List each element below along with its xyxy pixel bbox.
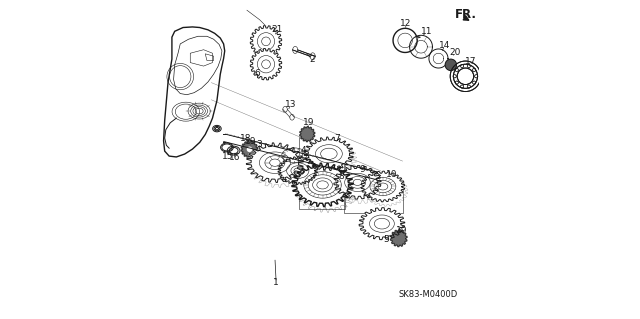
Polygon shape (359, 208, 404, 240)
Text: 18: 18 (239, 134, 251, 143)
Circle shape (246, 146, 252, 152)
Text: 17: 17 (465, 57, 477, 66)
Polygon shape (283, 109, 294, 117)
Text: 20: 20 (449, 48, 460, 57)
Polygon shape (300, 126, 315, 142)
Text: 9: 9 (360, 165, 365, 174)
Text: 6: 6 (255, 69, 260, 78)
Text: 19: 19 (396, 226, 407, 234)
Polygon shape (250, 48, 282, 80)
Polygon shape (361, 171, 404, 202)
Text: 19: 19 (245, 137, 257, 145)
Text: 8: 8 (339, 172, 344, 181)
Text: 19: 19 (303, 118, 314, 128)
Text: 11: 11 (420, 27, 432, 36)
Polygon shape (304, 137, 354, 171)
Polygon shape (278, 157, 317, 184)
Text: 3: 3 (257, 140, 262, 149)
Text: 13: 13 (285, 100, 296, 109)
Polygon shape (292, 50, 316, 56)
Text: 2: 2 (309, 55, 314, 64)
Text: SK83-M0400D: SK83-M0400D (399, 290, 458, 299)
Text: 1: 1 (273, 278, 279, 287)
Text: 14: 14 (439, 41, 451, 50)
Text: 7: 7 (335, 134, 340, 143)
Circle shape (445, 59, 456, 70)
Circle shape (450, 61, 481, 92)
Text: 21: 21 (271, 26, 283, 34)
Polygon shape (241, 141, 258, 158)
Polygon shape (390, 230, 407, 247)
Polygon shape (292, 163, 353, 207)
Polygon shape (246, 143, 303, 182)
Text: 4: 4 (301, 146, 307, 155)
Polygon shape (250, 26, 282, 57)
Text: 10: 10 (386, 170, 397, 179)
Text: 15: 15 (221, 152, 233, 161)
Text: 5: 5 (383, 235, 388, 244)
Polygon shape (334, 166, 381, 199)
Text: 12: 12 (400, 19, 412, 28)
Text: FR.: FR. (455, 8, 477, 21)
Text: 16: 16 (228, 153, 240, 162)
